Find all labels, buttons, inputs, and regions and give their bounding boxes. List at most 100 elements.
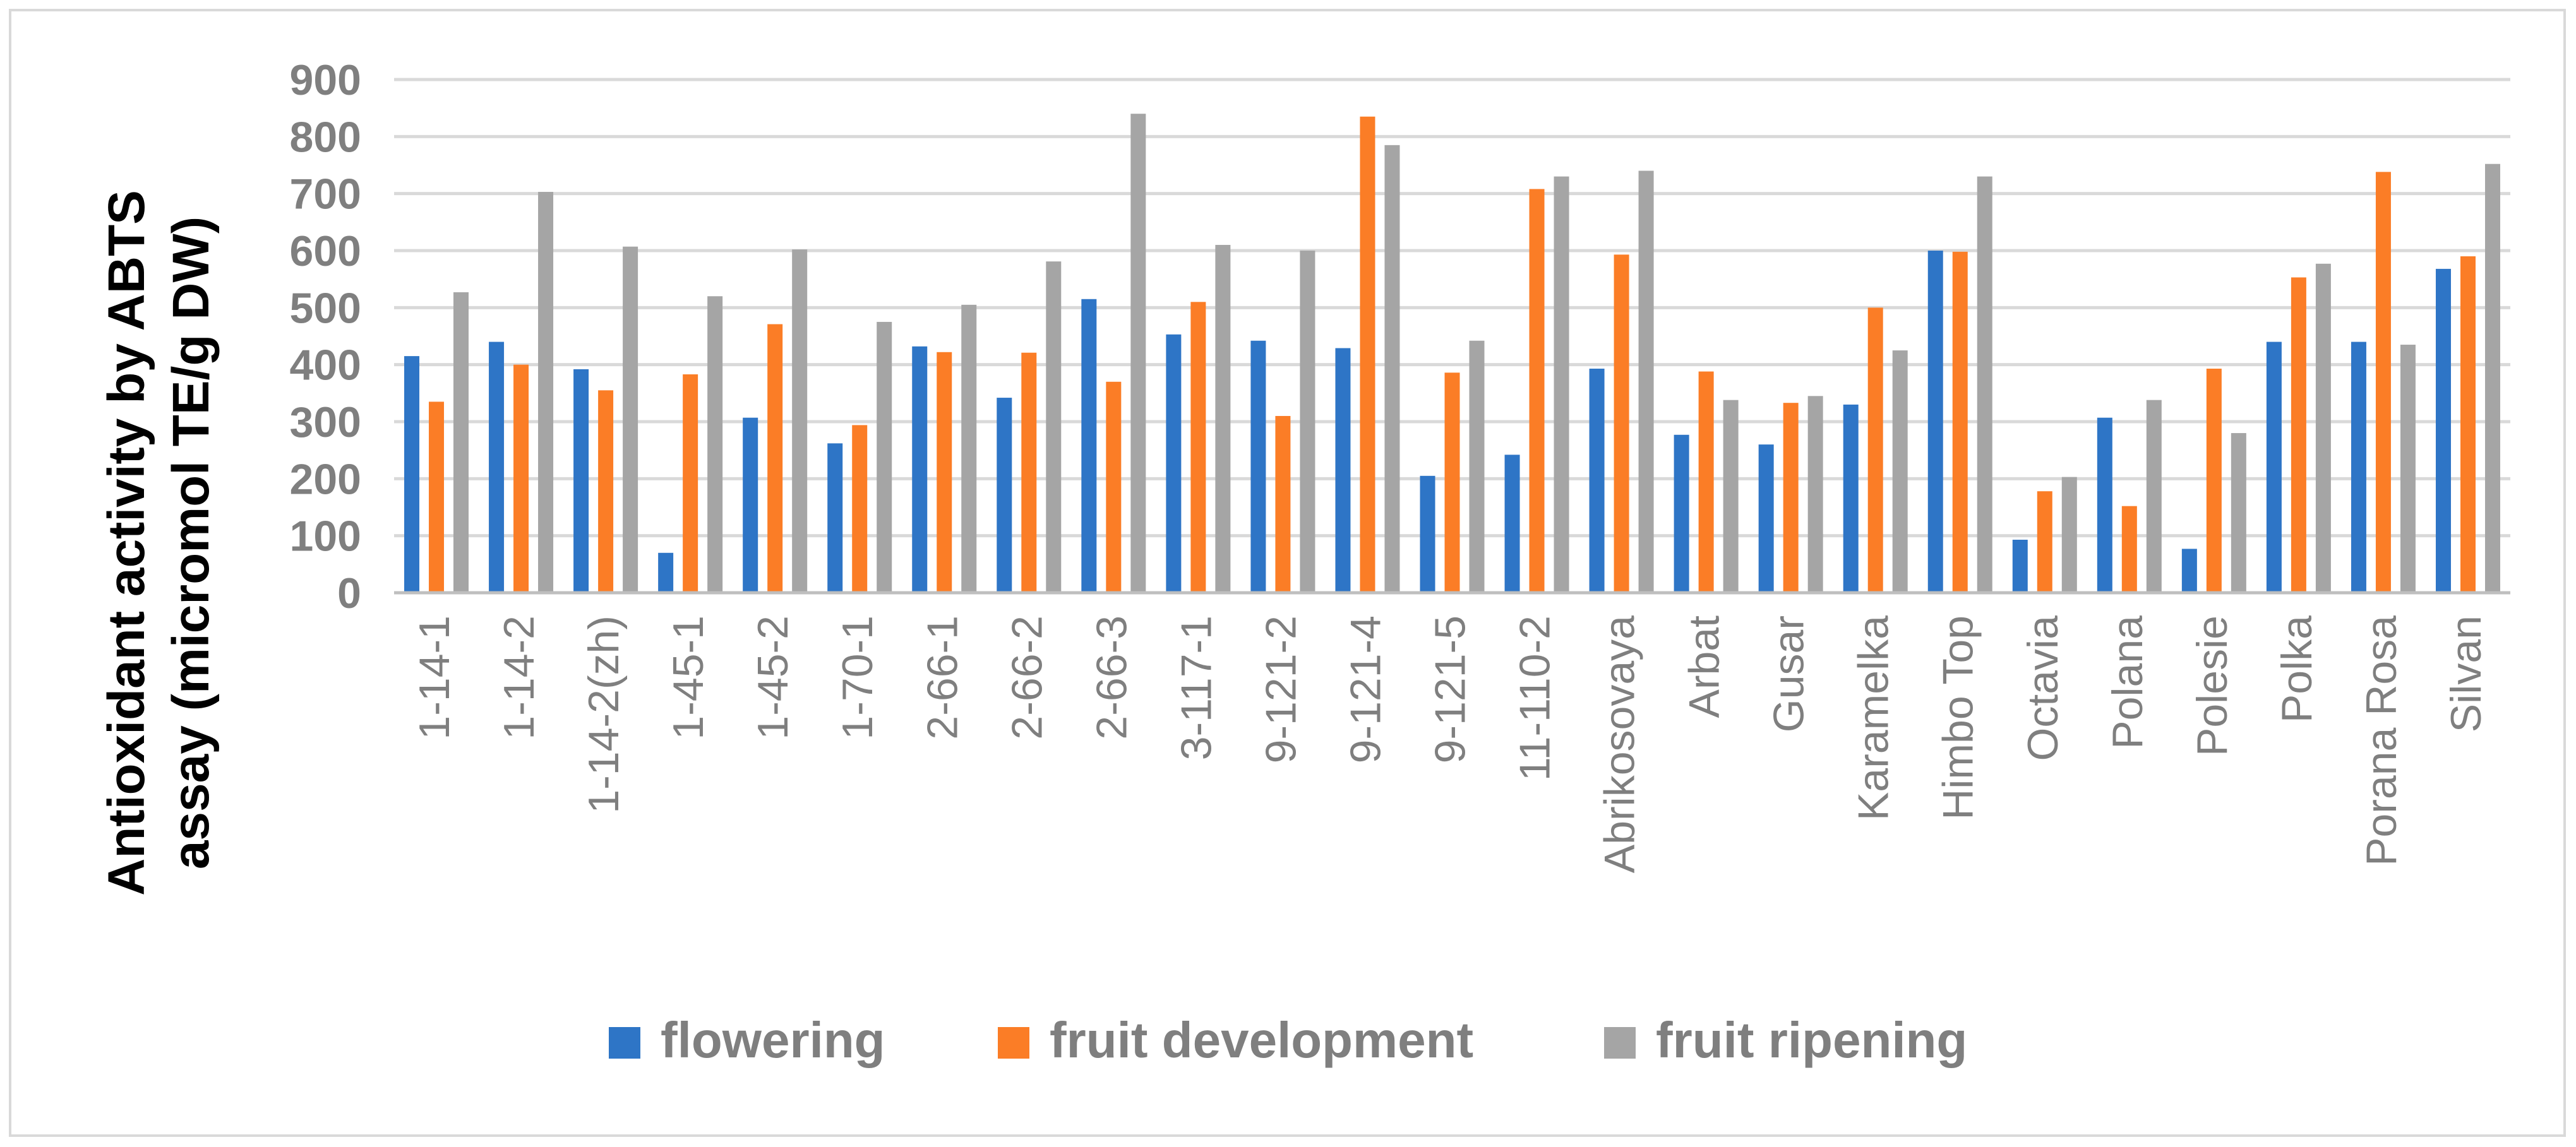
x-tick-label: Gusar <box>1765 615 1813 732</box>
x-tick-label: 1-14-2(zh) <box>580 615 628 814</box>
bar-fruit-ripening-Abrikosovaya <box>1638 170 1654 593</box>
bars <box>404 114 2500 593</box>
bar-flowering-Arbat <box>1674 434 1689 593</box>
y-tick-label: 500 <box>290 284 361 332</box>
x-tick-label: 3-117-1 <box>1172 615 1220 760</box>
bar-fruit-ripening-1-14-1 <box>453 292 469 593</box>
x-tick-label: 2-66-3 <box>1087 615 1135 740</box>
bar-flowering-Porana Rosa <box>2351 342 2366 593</box>
x-tick-label: 2-66-1 <box>918 615 966 740</box>
bar-fruit-ripening-1-45-1 <box>707 296 723 593</box>
bar-flowering-Polana <box>2097 417 2112 593</box>
x-tick-label: 2-66-2 <box>1003 615 1051 740</box>
bar-fruit-development-1-70-1 <box>852 425 868 593</box>
bar-fruit-ripening-2-66-1 <box>961 304 977 593</box>
bar-fruit-development-2-66-3 <box>1106 381 1122 593</box>
bar-fruit-development-Abrikosovaya <box>1614 254 1629 593</box>
bar-flowering-2-66-3 <box>1081 299 1097 593</box>
bar-flowering-3-117-1 <box>1166 334 1182 593</box>
bar-fruit-ripening-2-66-3 <box>1130 114 1146 593</box>
bar-fruit-ripening-1-70-1 <box>877 321 892 593</box>
x-tick-label: Abrikosovaya <box>1596 615 1644 873</box>
x-tick-label: 1-45-2 <box>749 615 797 740</box>
bar-fruit-ripening-Arbat <box>1723 400 1739 593</box>
bar-fruit-development-Polesie <box>2206 368 2222 593</box>
y-axis-label-line2: assay (micromol TE/g DW) <box>162 217 220 869</box>
y-axis-label: Antioxidant activity by ABTS assay (micr… <box>98 190 220 896</box>
bar-flowering-9-121-4 <box>1335 348 1351 593</box>
y-tick-label: 100 <box>290 513 361 561</box>
y-tick-labels: 0 100 200 300 400 500 600 700 800 900 <box>290 56 361 617</box>
bar-fruit-development-Gusar <box>1783 403 1799 593</box>
bar-fruit-ripening-9-121-2 <box>1300 251 1315 593</box>
bar-flowering-1-14-1 <box>404 356 420 593</box>
bar-fruit-development-Octavia <box>2037 491 2052 593</box>
bar-fruit-ripening-Octavia <box>2061 477 2077 593</box>
x-tick-label: Porana Rosa <box>2357 615 2405 866</box>
bar-fruit-development-3-117-1 <box>1190 302 1206 593</box>
bar-fruit-ripening-Himbo Top <box>1977 176 1992 593</box>
bar-flowering-Octavia <box>2012 539 2028 593</box>
bar-flowering-Polesie <box>2181 549 2197 593</box>
legend-label: fruit development <box>1050 1012 1473 1068</box>
bar-flowering-9-121-5 <box>1420 475 1435 593</box>
bar-fruit-ripening-Karamelka <box>1892 350 1908 593</box>
bar-fruit-ripening-11-110-2 <box>1554 176 1569 593</box>
y-axis-label-line1: Antioxidant activity by ABTS <box>98 190 155 896</box>
y-tick-label: 600 <box>290 227 361 275</box>
legend-swatch-flowering <box>609 1027 640 1059</box>
x-tick-label: 11-110-2 <box>1511 615 1559 781</box>
bar-fruit-ripening-9-121-5 <box>1469 340 1485 593</box>
bar-fruit-development-1-45-1 <box>683 374 698 593</box>
x-tick-label: Polesie <box>2188 615 2236 756</box>
x-tick-label: 9-121-2 <box>1257 615 1305 763</box>
bar-flowering-11-110-2 <box>1504 455 1520 593</box>
bar-fruit-ripening-Polesie <box>2231 433 2246 593</box>
x-tick-labels: 1-14-1 1-14-2 1-14-2(zh) 1-45-1 1-45-2 1-70-1… <box>410 615 2490 873</box>
legend-label: fruit ripening <box>1656 1012 1967 1068</box>
bar-fruit-ripening-Gusar <box>1807 396 1823 593</box>
bar-fruit-development-1-45-2 <box>767 324 783 593</box>
x-tick-label: Silvan <box>2442 615 2490 732</box>
x-tick-label: 1-14-2 <box>495 615 543 740</box>
bar-fruit-development-Himbo Top <box>1952 251 1968 593</box>
x-tick-label: Octavia <box>2019 615 2067 761</box>
bar-flowering-Karamelka <box>1843 404 1859 593</box>
x-tick-label: Himbo Top <box>1934 615 1982 820</box>
bar-fruit-ripening-9-121-4 <box>1384 145 1400 593</box>
y-tick-label: 700 <box>290 170 361 218</box>
bar-fruit-development-Arbat <box>1698 371 1714 593</box>
bar-flowering-Abrikosovaya <box>1589 368 1605 593</box>
bar-fruit-development-2-66-1 <box>937 352 952 593</box>
bar-fruit-ripening-Silvan <box>2484 163 2500 593</box>
y-tick-label: 300 <box>290 398 361 446</box>
bar-flowering-Polka <box>2266 342 2282 593</box>
bar-fruit-development-11-110-2 <box>1529 189 1545 593</box>
bar-flowering-Himbo Top <box>1927 251 1943 593</box>
y-tick-label: 200 <box>290 455 361 503</box>
y-tick-label: 800 <box>290 113 361 161</box>
bar-fruit-development-1-14-2(zh) <box>598 390 614 593</box>
legend-label: flowering <box>661 1012 885 1068</box>
bar-flowering-1-45-2 <box>743 417 758 593</box>
bar-fruit-ripening-1-14-2(zh) <box>623 246 638 593</box>
bar-flowering-1-70-1 <box>827 443 843 593</box>
bar-fruit-development-Silvan <box>2460 256 2476 593</box>
bar-fruit-ripening-1-45-2 <box>792 249 808 593</box>
bar-fruit-development-Karamelka <box>1867 307 1883 593</box>
x-tick-label: 9-121-4 <box>1341 615 1389 763</box>
bar-flowering-9-121-2 <box>1250 340 1266 593</box>
bar-flowering-1-14-2(zh) <box>573 369 589 593</box>
bar-flowering-2-66-2 <box>997 398 1012 593</box>
bar-flowering-2-66-1 <box>912 346 928 593</box>
y-tick-label: 900 <box>290 56 361 104</box>
bar-fruit-ripening-1-14-2 <box>538 191 554 593</box>
bar-fruit-development-9-121-5 <box>1444 372 1460 593</box>
y-tick-label: 400 <box>290 342 361 389</box>
x-tick-label: 1-45-1 <box>664 615 712 740</box>
bar-fruit-development-1-14-1 <box>429 401 445 593</box>
bar-fruit-ripening-2-66-2 <box>1046 261 1062 593</box>
bar-fruit-development-Polka <box>2291 277 2306 593</box>
x-tick-label: Karamelka <box>1850 615 1898 821</box>
